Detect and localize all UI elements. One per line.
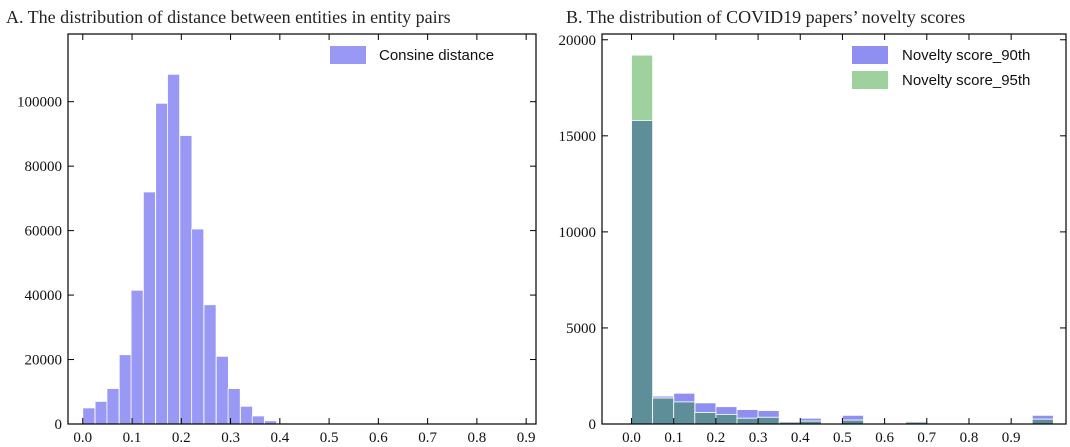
bar-series0-bin-10: [203, 304, 217, 425]
x-tick-label: 0.3: [221, 430, 240, 446]
bar-overlap-bin-1: [652, 397, 675, 425]
chart-b-bars: [631, 54, 1054, 425]
chart-b: B. The distribution of COVID19 papers’ n…: [559, 7, 1067, 446]
y-tick-label: 100000: [17, 95, 62, 111]
legend-swatch-novelty-90th: [852, 46, 888, 64]
chart-b-axes: 0.0 0.1 0.2 0.3 0.4 0.5 0.6 0.7 0.8 0.9 0 5000 10000…: [559, 33, 1066, 446]
x-tick-label: 0.2: [172, 430, 191, 446]
chart-a-axes: 0.0 0.1 0.2 0.3 0.4 0.5 0.6 0.7 0.8 0.9 0 20000 4000…: [17, 34, 536, 446]
chart-b-frame: [601, 33, 1067, 425]
x-tick-label: 0.8: [468, 430, 487, 446]
bar-overlap-bin-4: [715, 413, 738, 425]
bar-series0-bin-13: [240, 405, 253, 425]
bar-series0-bin-5: [142, 191, 156, 425]
bar-overlap-bin-6: [757, 416, 780, 425]
bar-overlap-bin-5: [736, 417, 759, 425]
y-tick-label: 0: [55, 417, 63, 433]
x-tick-label: 0.1: [664, 430, 683, 446]
x-tick-label: 0.3: [749, 430, 768, 446]
chart-b-legend: Novelty score_90th Novelty score_95th: [852, 46, 1030, 89]
x-tick-label: 0.0: [73, 430, 92, 446]
x-tick-label: 0.6: [369, 430, 388, 446]
bar-series0-bin-6: [155, 102, 169, 425]
bar-series0-bin-14: [251, 415, 265, 425]
bar-overlap-bin-2: [673, 401, 696, 425]
bar-series0-bin-3: [118, 354, 132, 425]
x-tick-label: 0.8: [960, 430, 979, 446]
chart-a: A. The distribution of distance between …: [6, 7, 537, 446]
y-tick-label: 20000: [25, 353, 63, 369]
bar-series0-bin-12: [227, 388, 241, 425]
bar-series0-bin-4: [130, 289, 144, 425]
y-tick-label: 0: [589, 417, 597, 433]
legend-label-novelty-90th: Novelty score_90th: [902, 47, 1030, 64]
x-tick-label: 0.7: [917, 430, 936, 446]
bar-overlap-bin-19: [1031, 418, 1054, 425]
bar-series0-bin-0: [82, 407, 96, 425]
y-tick-label: 15000: [559, 129, 597, 145]
y-tick-label: 80000: [25, 159, 63, 175]
x-tick-label: 0.4: [270, 430, 289, 446]
x-tick-label: 0.9: [1002, 430, 1021, 446]
y-tick-label: 5000: [566, 321, 596, 337]
x-tick-label: 0.9: [517, 430, 536, 446]
legend-label-consine-distance: Consine distance: [379, 47, 494, 64]
bar-series0-bin-8: [179, 135, 193, 425]
x-tick-label: 0.5: [833, 430, 852, 446]
bar-overlap-bin-3: [694, 412, 717, 425]
bar-series0-bin-11: [215, 355, 229, 425]
y-tick-label: 40000: [25, 288, 63, 304]
y-tick-label: 10000: [559, 225, 597, 241]
bar-series0-bin-2: [106, 388, 120, 425]
y-tick-label: 20000: [559, 33, 597, 49]
chart-a-bars: [82, 73, 290, 425]
x-tick-label: 0.7: [418, 430, 437, 446]
legend-swatch-consine-distance: [330, 46, 366, 64]
legend-label-novelty-95th: Novelty score_95th: [902, 72, 1030, 89]
x-tick-label: 0.1: [123, 430, 142, 446]
bar-series0-bin-1: [94, 401, 108, 425]
x-tick-label: 0.4: [791, 430, 810, 446]
chart-a-legend: Consine distance: [330, 46, 494, 64]
chart-b-title: B. The distribution of COVID19 papers’ n…: [566, 7, 965, 27]
x-tick-label: 0.5: [320, 430, 339, 446]
bar-overlap-bin-0: [631, 120, 654, 425]
bar-series0-bin-7: [167, 73, 181, 425]
x-tick-label: 0.0: [622, 430, 641, 446]
bar-series0-bin-9: [191, 228, 205, 425]
chart-a-title: A. The distribution of distance between …: [6, 7, 451, 27]
chart-a-frame: [67, 33, 537, 425]
legend-swatch-novelty-95th: [852, 71, 888, 89]
x-tick-label: 0.2: [707, 430, 726, 446]
x-tick-label: 0.6: [875, 430, 894, 446]
y-tick-label: 60000: [25, 224, 63, 240]
